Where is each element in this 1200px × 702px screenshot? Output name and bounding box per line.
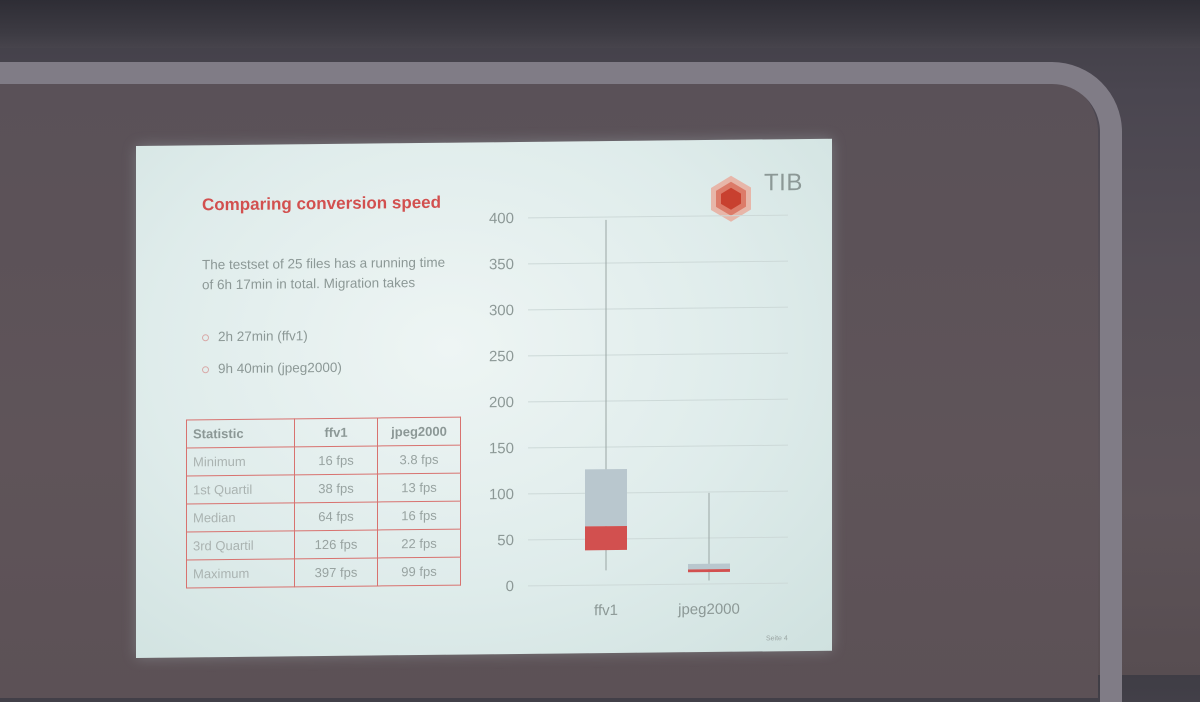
table-cell: Minimum [186, 446, 295, 476]
bullet-item: 2h 27min (ffv1) [202, 326, 342, 347]
table-row: Maximum 397 fps 99 fps [186, 557, 461, 588]
page-number: Seite 4 [766, 635, 788, 643]
table-row: Minimum 16 fps 3.8 fps [186, 445, 461, 476]
table-cell: 397 fps [294, 557, 378, 587]
y-tick-label: 100 [489, 486, 514, 503]
box-upper [688, 563, 730, 570]
y-tick-label: 300 [489, 302, 514, 319]
x-tick-label: jpeg2000 [677, 601, 740, 619]
slide-title: Comparing conversion speed [202, 192, 441, 215]
y-tick-label: 150 [489, 440, 514, 457]
gridline [528, 214, 788, 219]
table-cell: 13 fps [377, 473, 461, 502]
table-cell: 64 fps [294, 501, 378, 531]
table-row: 1st Quartil 38 fps 13 fps [186, 473, 461, 504]
table-header-cell: Statistic [186, 418, 295, 448]
table-cell: 126 fps [294, 529, 378, 559]
y-tick-label: 250 [489, 348, 514, 365]
x-tick-label: ffv1 [594, 602, 618, 619]
y-tick-label: 400 [489, 210, 514, 227]
table-cell: 16 fps [294, 445, 378, 475]
table-row: Median 64 fps 16 fps [186, 501, 461, 532]
table-cell: 3.8 fps [377, 445, 461, 474]
bullet-item: 9h 40min (jpeg2000) [202, 358, 342, 379]
table-cell: 16 fps [377, 501, 461, 530]
box-upper [585, 468, 627, 527]
gridline [528, 260, 788, 265]
logo-text: TIB [764, 169, 803, 197]
table-cell: 38 fps [294, 473, 378, 503]
box-lower [688, 569, 730, 573]
y-tick-label: 200 [489, 394, 514, 411]
box-lower [585, 525, 627, 551]
y-tick-label: 350 [489, 256, 514, 273]
table-cell: 3rd Quartil [186, 530, 295, 560]
tib-logo-icon [711, 175, 751, 222]
table-header-cell: jpeg2000 [377, 417, 461, 446]
table-cell: Maximum [186, 558, 295, 588]
table-cell: 1st Quartil [186, 474, 295, 504]
gridline [528, 444, 788, 449]
table-row: 3rd Quartil 126 fps 22 fps [186, 529, 461, 560]
box-plot-chart: 0 50 100 150 200 250 300 350 400 ffv1 jpeg2000 [489, 210, 788, 619]
gridline [528, 490, 788, 495]
slide-body-text: The testset of 25 files has a running ti… [202, 254, 446, 293]
presentation-slide: Comparing conversion speed The testset o… [136, 138, 832, 658]
bullet-list: 2h 27min (ffv1) 9h 40min (jpeg2000) [202, 326, 342, 391]
gridline [528, 398, 788, 403]
room-ceiling [0, 0, 1200, 48]
y-tick-label: 0 [506, 578, 514, 595]
gridline [528, 352, 788, 357]
table-header-row: Statistic ffv1 jpeg2000 [186, 417, 461, 448]
statistics-table: Statistic ffv1 jpeg2000 Minimum 16 fps 3… [186, 416, 461, 589]
screen-frame [0, 62, 1122, 702]
gridline [528, 536, 788, 541]
y-tick-label: 50 [497, 532, 514, 549]
table-cell: 99 fps [377, 557, 461, 586]
gridline [528, 306, 788, 311]
gridline [528, 582, 788, 587]
table-header-cell: ffv1 [294, 417, 378, 447]
table-cell: Median [186, 502, 295, 532]
table-cell: 22 fps [377, 529, 461, 558]
